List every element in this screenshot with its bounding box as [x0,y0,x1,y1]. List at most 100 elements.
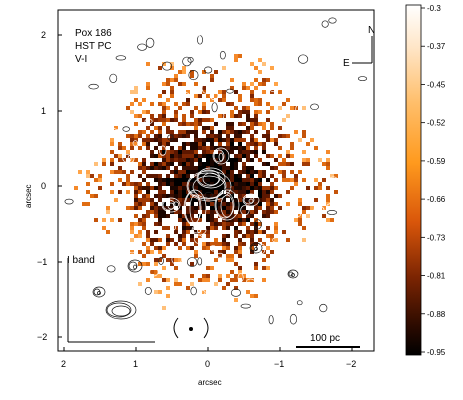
contour-line [321,20,329,28]
image-pixel [278,106,282,110]
image-pixel [206,214,210,218]
image-pixel [178,106,182,110]
image-pixel [182,198,186,202]
image-pixel [222,66,226,70]
image-pixel [182,134,186,138]
image-pixel [154,222,158,226]
image-pixel [158,174,162,178]
image-pixel [146,110,150,114]
image-pixel [214,226,218,230]
image-pixel [194,118,198,122]
contour-line [326,203,336,209]
image-pixel [210,218,214,222]
image-pixel [278,194,282,198]
image-pixel [174,74,178,78]
image-pixel [170,78,174,82]
image-pixel [226,234,230,238]
image-pixel [250,202,254,206]
image-pixel [210,190,214,194]
image-pixel [202,274,206,278]
contour-line [326,210,338,215]
image-pixel [210,146,214,150]
image-pixel [266,198,270,202]
image-pixel [246,130,250,134]
image-pixel [146,166,150,170]
image-pixel [106,206,110,210]
image-pixel [262,230,266,234]
image-pixel [282,174,286,178]
image-pixel [258,238,262,242]
contour-line [288,271,294,277]
image-pixel [230,178,234,182]
image-pixel [174,158,178,162]
image-pixel [202,278,206,282]
image-pixel [166,154,170,158]
image-pixel [154,214,158,218]
y-tick-label: −2 [37,332,47,342]
image-pixel [190,274,194,278]
image-pixel [178,82,182,86]
image-pixel [254,118,258,122]
image-pixel [246,230,250,234]
image-pixel [234,198,238,202]
image-pixel [278,134,282,138]
image-pixel [90,194,94,198]
image-pixel [246,158,250,162]
image-pixel [238,146,242,150]
image-pixel [254,138,258,142]
image-pixel [174,138,178,142]
image-pixel [234,58,238,62]
image-pixel [190,154,194,158]
image-pixel [110,182,114,186]
image-pixel [234,54,238,58]
contour-line [329,176,338,183]
image-pixel [222,186,226,190]
contour-line [193,288,203,296]
image-pixel [202,178,206,182]
image-pixel [234,130,238,134]
image-pixel [162,82,166,86]
image-pixel [190,282,194,286]
image-pixel [134,114,138,118]
image-pixel [298,222,302,226]
image-pixel [242,162,246,166]
image-pixel [274,138,278,142]
image-pixel [146,146,150,150]
image-pixel [230,222,234,226]
contour-line [186,257,198,267]
image-pixel [246,178,250,182]
image-pixel [170,86,174,90]
image-pixel [266,138,270,142]
image-pixel [306,158,310,162]
image-pixel [174,266,178,270]
image-pixel [130,222,134,226]
image-pixel [178,258,182,262]
image-pixel [250,134,254,138]
image-pixel [258,158,262,162]
image-pixel [174,186,178,190]
image-pixel [190,146,194,150]
contour-line [81,285,89,296]
image-pixel [230,182,234,186]
image-pixel [210,118,214,122]
image-pixel [158,246,162,250]
image-pixel [126,182,130,186]
image-pixel [218,170,222,174]
image-pixel [162,254,166,258]
image-pixel [322,206,326,210]
image-pixel [166,142,170,146]
image-pixel [182,170,186,174]
image-pixel [214,146,218,150]
image-pixel [270,210,274,214]
image-pixel [174,198,178,202]
image-pixel [286,114,290,118]
image-pixel [158,130,162,134]
image-pixel [270,66,274,70]
image-pixel [230,86,234,90]
image-pixel [170,194,174,198]
image-pixel [238,242,242,246]
image-pixel [278,206,282,210]
image-pixel [146,86,150,90]
image-pixel [186,158,190,162]
image-pixel [190,246,194,250]
